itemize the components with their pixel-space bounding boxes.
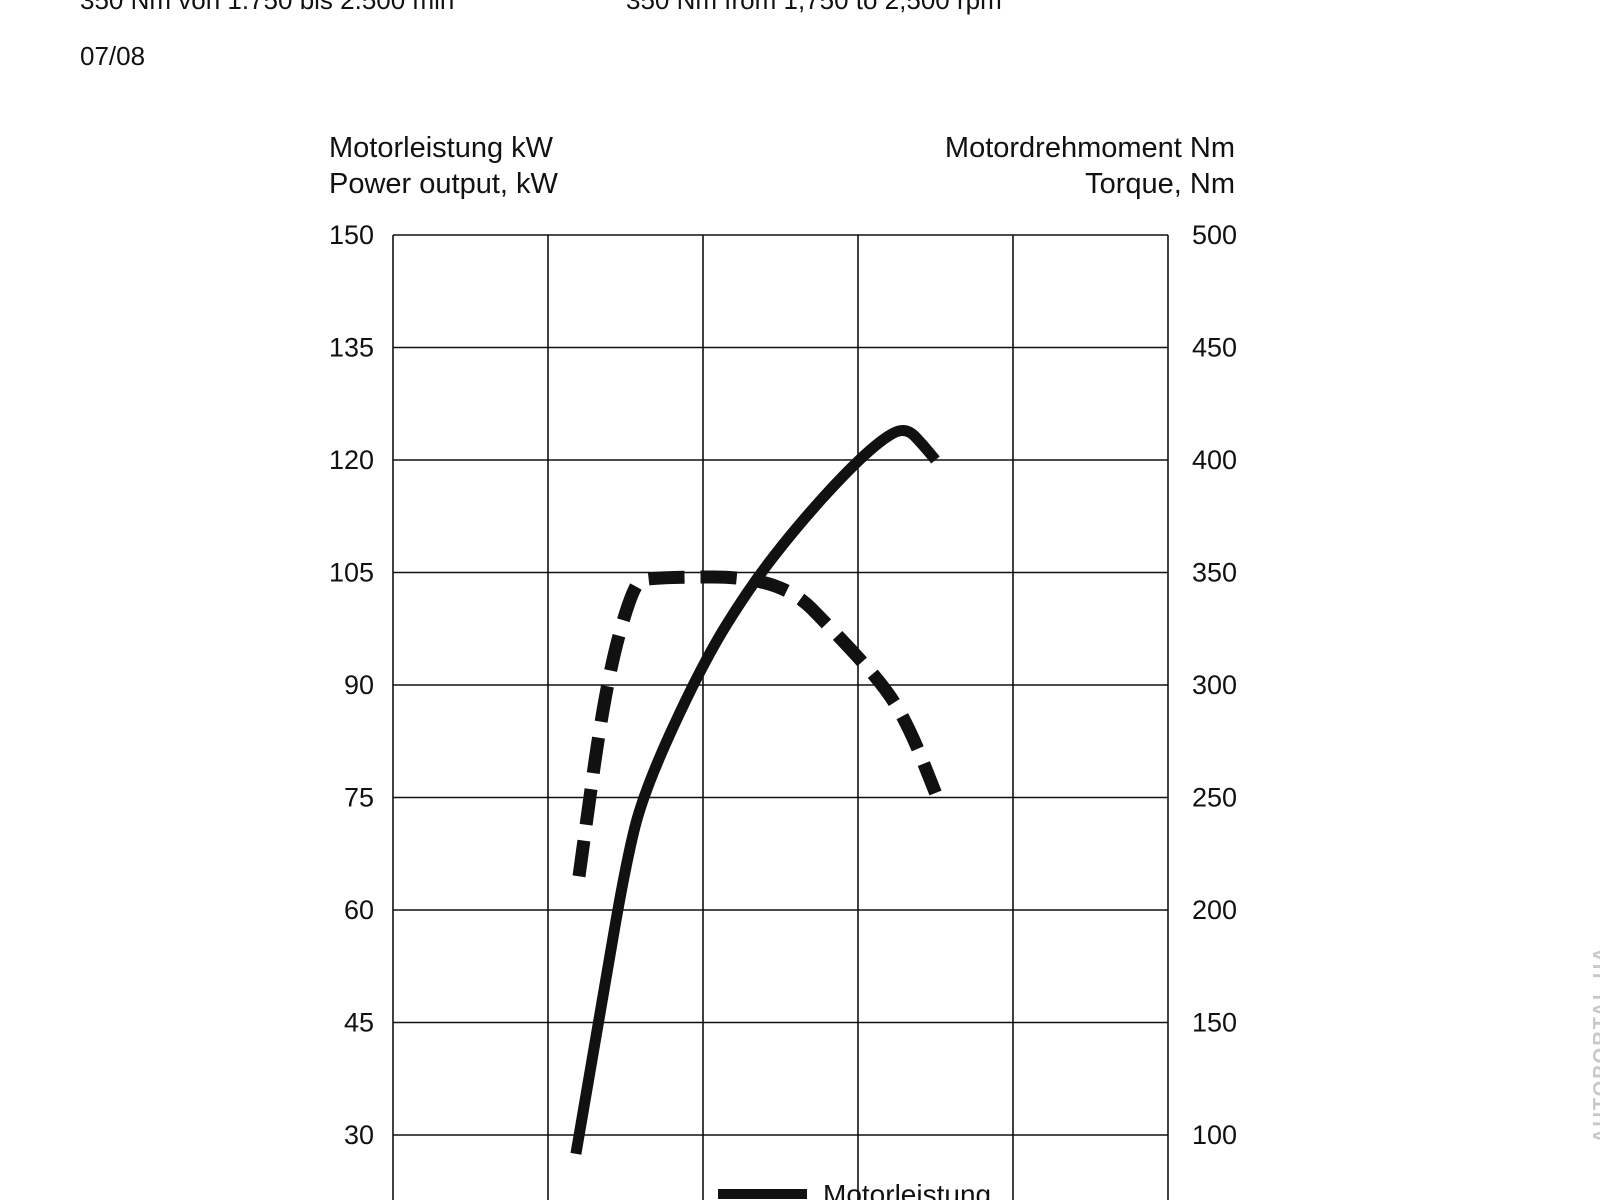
left-tick-label: 120 (329, 445, 374, 475)
left-tick-label: 30 (344, 1120, 374, 1150)
right-axis-title: Motordrehmoment Nm Torque, Nm (945, 130, 1235, 202)
right-tick-label: 150 (1192, 1008, 1237, 1038)
right-axis-ticks: 100 150 200 250 300 350 400 450 500 (1192, 220, 1237, 1150)
power-curve (570, 424, 940, 1155)
document-date: 07/08 (80, 41, 146, 71)
legend-label-power: Motorleistung (823, 1179, 991, 1200)
watermark: AUTOPORTAL.UA (1590, 945, 1600, 1143)
left-tick-label: 150 (329, 220, 374, 250)
right-tick-label: 350 (1192, 558, 1237, 588)
left-tick-label: 90 (344, 670, 374, 700)
torque-spec-english: 350 Nm from 1,750 to 2,500 rpm (626, 0, 1002, 15)
left-axis-title-line1: Motorleistung kW (329, 132, 554, 164)
right-tick-label: 100 (1192, 1120, 1237, 1150)
right-axis-title-line2: Torque, Nm (1085, 168, 1235, 200)
right-axis-title-line1: Motordrehmoment Nm (944, 132, 1235, 164)
chart-series (570, 424, 942, 1155)
torque-curve (572, 570, 942, 878)
left-tick-label: 60 (344, 895, 374, 925)
left-axis-title: Motorleistung kW Power output, kW (329, 130, 558, 202)
left-tick-label: 135 (329, 333, 374, 363)
left-axis-ticks: 30 45 60 75 90 105 120 135 150 (329, 220, 374, 1150)
left-tick-label: 105 (329, 558, 374, 588)
right-tick-label: 450 (1192, 333, 1237, 363)
torque-spec-german: 350 Nm von 1.750 bis 2.500 min (80, 0, 455, 15)
right-tick-label: 300 (1192, 670, 1237, 700)
right-tick-label: 200 (1192, 895, 1237, 925)
left-tick-label: 75 (344, 783, 374, 813)
chart-grid (392, 234, 1169, 1200)
chart-legend: Motorleistung (718, 1179, 991, 1200)
right-tick-label: 500 (1192, 220, 1237, 250)
right-tick-label: 400 (1192, 445, 1237, 475)
left-axis-title-line2: Power output, kW (329, 168, 558, 200)
right-tick-label: 250 (1192, 783, 1237, 813)
left-tick-label: 45 (344, 1008, 374, 1038)
